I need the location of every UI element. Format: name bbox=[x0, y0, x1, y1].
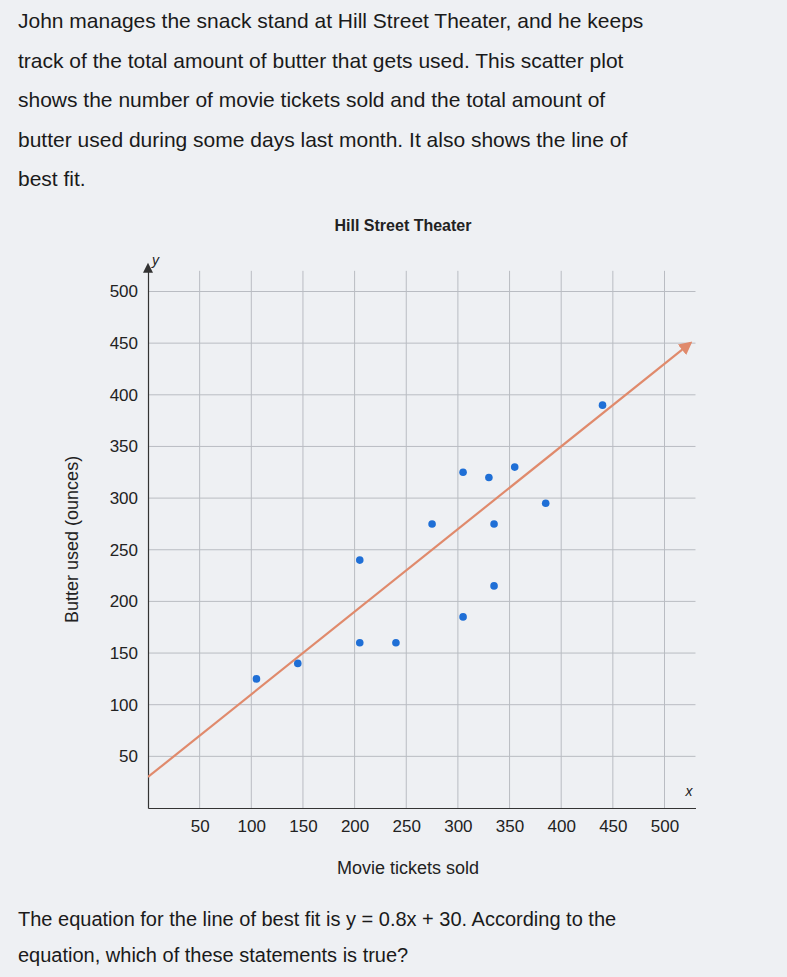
y-tick-label: 100 bbox=[110, 696, 138, 715]
grid-line-y bbox=[148, 394, 695, 395]
grid-line-y bbox=[148, 653, 695, 654]
scatter-point bbox=[485, 474, 493, 482]
grid-line-x bbox=[406, 271, 407, 808]
grid-line-x bbox=[302, 271, 303, 808]
x-tick: 100 bbox=[238, 808, 266, 836]
x-tick-label: 500 bbox=[651, 817, 679, 836]
y-tick-label: 50 bbox=[119, 747, 138, 766]
scatter-point bbox=[356, 639, 364, 647]
grid-line-x bbox=[509, 271, 510, 808]
y-tick: 50 bbox=[119, 747, 148, 766]
x-tick-label: 150 bbox=[289, 817, 317, 836]
scatter-point bbox=[511, 463, 519, 471]
grid-line-y bbox=[148, 498, 695, 499]
x-axis-title: Movie tickets sold bbox=[337, 858, 479, 878]
x-tick-label: 400 bbox=[548, 817, 576, 836]
x-tick-label: 50 bbox=[191, 817, 210, 836]
x-tick: 50 bbox=[191, 808, 210, 836]
y-tick: 350 bbox=[110, 437, 148, 456]
x-tick: 150 bbox=[289, 808, 317, 836]
y-tick-label: 200 bbox=[110, 592, 138, 611]
scatter-point bbox=[294, 660, 302, 668]
grid-line-x bbox=[199, 271, 200, 808]
grid-line-x bbox=[612, 271, 613, 808]
page: John manages the snack stand at Hill Str… bbox=[0, 0, 787, 977]
y-axis-line bbox=[148, 271, 149, 808]
intro-text: butter used during some days last month.… bbox=[18, 128, 627, 151]
y-tick-label: 250 bbox=[110, 541, 138, 560]
grid bbox=[148, 271, 695, 808]
x-tick: 350 bbox=[496, 808, 524, 836]
x-axis: 50 100 150 200 250 300 350 400 450 500 bbox=[149, 808, 696, 836]
intro-text: best fit. bbox=[18, 167, 86, 190]
x-tick-label: 350 bbox=[496, 817, 524, 836]
scatter-point bbox=[253, 675, 261, 683]
y-tick: 200 bbox=[110, 592, 148, 611]
x-tick: 300 bbox=[444, 808, 472, 836]
best-fit-line bbox=[148, 343, 690, 777]
grid-line-y bbox=[148, 291, 695, 292]
x-tick-label: 450 bbox=[599, 817, 627, 836]
grid-line-x bbox=[664, 271, 665, 808]
y-axis-letter: y bbox=[151, 252, 160, 268]
y-axis: 50 100 150 200 250 300 350 400 450 500 bbox=[110, 271, 149, 808]
y-tick: 450 bbox=[110, 334, 148, 353]
x-axis-line bbox=[149, 808, 696, 809]
intro-text: shows the number of movie tickets sold a… bbox=[18, 88, 605, 111]
x-tick: 250 bbox=[393, 808, 421, 836]
x-tick: 450 bbox=[599, 808, 627, 836]
y-tick-label: 450 bbox=[110, 334, 138, 353]
y-tick: 500 bbox=[110, 282, 148, 301]
grid-line-x bbox=[251, 271, 252, 808]
grid-line-x bbox=[457, 271, 458, 808]
x-axis-letter: x bbox=[684, 783, 693, 799]
y-tick-label: 500 bbox=[110, 282, 138, 301]
grid-line-y bbox=[148, 446, 695, 447]
y-tick-label: 300 bbox=[110, 489, 138, 508]
grid-line-y bbox=[148, 704, 695, 705]
grid-line-x bbox=[561, 271, 562, 808]
x-tick-label: 100 bbox=[238, 817, 266, 836]
intro-text: John manages the snack stand at Hill Str… bbox=[18, 9, 643, 32]
scatter-point bbox=[392, 639, 400, 647]
grid-line-y bbox=[148, 343, 695, 344]
scatter-point bbox=[542, 499, 550, 507]
grid-line-y bbox=[148, 756, 695, 757]
scatter-point bbox=[428, 520, 436, 528]
grid-line-y bbox=[148, 549, 695, 550]
grid-line-y bbox=[148, 601, 695, 602]
question-text: The equation for the line of best fit is… bbox=[18, 908, 616, 930]
scatter-point bbox=[356, 556, 364, 564]
scatter-point bbox=[490, 520, 498, 528]
x-tick-label: 200 bbox=[341, 817, 369, 836]
scatter-point bbox=[459, 468, 467, 476]
x-tick: 400 bbox=[548, 808, 576, 836]
question-text: equation, which of these statements is t… bbox=[18, 944, 408, 966]
y-tick: 150 bbox=[110, 644, 148, 663]
chart-title: Hill Street Theater bbox=[335, 217, 472, 234]
y-tick-label: 150 bbox=[110, 644, 138, 663]
plot-area bbox=[148, 343, 690, 777]
x-tick: 200 bbox=[341, 808, 369, 836]
scatter-point bbox=[490, 582, 498, 590]
y-tick-label: 400 bbox=[110, 386, 138, 405]
y-axis-title: Butter used (ounces) bbox=[62, 456, 82, 623]
y-tick: 100 bbox=[110, 696, 148, 715]
intro-text: track of the total amount of butter that… bbox=[18, 49, 624, 72]
y-tick: 400 bbox=[110, 386, 148, 405]
y-tick-label: 350 bbox=[110, 437, 138, 456]
scatter-point bbox=[459, 613, 467, 621]
grid-line-x bbox=[354, 271, 355, 808]
scatter-point bbox=[599, 401, 607, 409]
x-tick: 500 bbox=[651, 808, 679, 836]
y-tick: 300 bbox=[110, 489, 148, 508]
x-tick-label: 300 bbox=[444, 817, 472, 836]
x-tick-label: 250 bbox=[393, 817, 421, 836]
y-tick: 250 bbox=[110, 541, 148, 560]
